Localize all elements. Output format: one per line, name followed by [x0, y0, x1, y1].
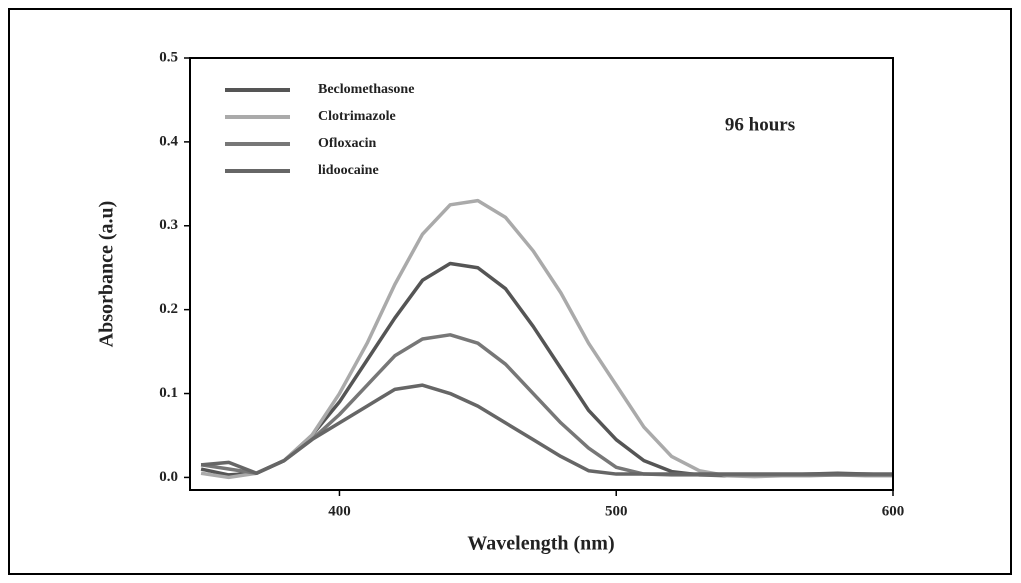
y-tick-label: 0.3	[159, 217, 178, 233]
series-line	[200, 333, 893, 477]
legend-label: Ofloxacin	[318, 136, 377, 151]
series-line	[200, 383, 893, 476]
legend-label: Beclomethasone	[318, 82, 414, 97]
y-tick-label: 0.5	[159, 49, 178, 65]
x-axis-label: Wavelength (nm)	[467, 533, 614, 555]
y-tick-label: 0.4	[159, 133, 178, 149]
annotation: 96 hours	[725, 114, 795, 135]
x-tick-label: 400	[328, 503, 351, 519]
legend-label: Clotrimazole	[318, 109, 396, 124]
y-tick-label: 0.0	[159, 469, 178, 485]
legend-label: lidoocaine	[318, 163, 379, 178]
y-axis-label: Absorbance (a.u)	[96, 201, 118, 348]
outer-frame	[8, 8, 1012, 575]
x-tick-label: 500	[605, 503, 628, 519]
y-tick-label: 0.1	[159, 385, 178, 401]
y-tick-label: 0.2	[159, 301, 178, 317]
series-line	[200, 198, 893, 480]
plot-frame	[189, 57, 894, 491]
x-tick-label: 600	[882, 503, 905, 519]
